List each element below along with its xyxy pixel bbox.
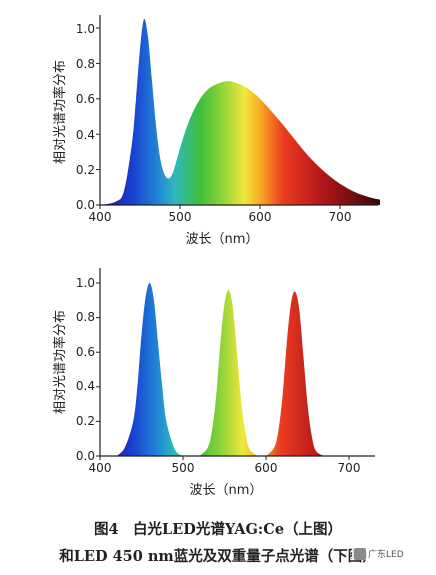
chart-bottom-xtick-500: 500 [172, 461, 195, 475]
chart-bottom-spectrum-area-1 [116, 282, 183, 456]
chart-bottom-spectrum-area-3 [266, 291, 325, 456]
chart-bottom-ytick-0.6: 0.6 [76, 345, 95, 359]
chart-top: 400 500 600 700 0.0 0.2 0.4 0.6 0.8 1.0 … [52, 15, 380, 247]
chart-top-ticks [96, 27, 341, 209]
chart-bottom-ytick-0.0: 0.0 [76, 449, 95, 463]
chart-top-ytick-0.8: 0.8 [76, 57, 95, 71]
chart-bottom-plot [116, 282, 325, 456]
chart-top-ytick-0.4: 0.4 [76, 128, 95, 142]
chart-bottom-ytick-0.4: 0.4 [76, 379, 95, 393]
figure-caption-line2: 和LED 450 nm蓝光及双重量子点光谱（下图） [59, 548, 377, 565]
chart-bottom-ticks [96, 282, 350, 460]
chart-bottom-ytick-0.2: 0.2 [76, 414, 95, 428]
chart-top-plot [100, 18, 380, 205]
chart-top-xlabel: 波长（nm） [186, 232, 259, 247]
watermark: 广东LED [352, 547, 406, 560]
watermark-text: 广东LED [368, 550, 404, 560]
chart-top-spectrum-area-1 [100, 18, 380, 205]
chart-bottom-ytick-0.8: 0.8 [76, 310, 95, 324]
chart-bottom-spectrum-area-2 [199, 289, 258, 456]
chart-bottom-xlabel: 波长（nm） [190, 483, 263, 498]
chart-top-ytick-0.0: 0.0 [76, 198, 95, 212]
chart-top-xtick-400: 400 [89, 210, 112, 224]
chart-bottom-xtick-700: 700 [338, 461, 361, 475]
chart-bottom-ylabel: 相对光谱功率分布 [52, 310, 68, 414]
chart-top-xtick-700: 700 [329, 210, 352, 224]
chart-top-ytick-0.2: 0.2 [76, 163, 95, 177]
chart-top-xtick-600: 600 [249, 210, 272, 224]
chart-top-ytick-0.6: 0.6 [76, 92, 95, 106]
chart-top-ylabel: 相对光谱功率分布 [52, 60, 68, 164]
chart-bottom-xtick-600: 600 [255, 461, 278, 475]
chart-bottom-ytick-1.0: 1.0 [76, 276, 95, 290]
figure-caption-line1: 图4 白光LED光谱YAG:Ce（上图） [93, 521, 343, 538]
chart-bottom-xtick-400: 400 [89, 461, 112, 475]
wechat-logo-icon [354, 547, 366, 560]
chart-bottom: 400 500 600 700 0.0 0.2 0.4 0.6 0.8 1.0 … [52, 268, 375, 498]
chart-top-ytick-1.0: 1.0 [76, 22, 95, 36]
chart-top-xtick-500: 500 [169, 210, 192, 224]
